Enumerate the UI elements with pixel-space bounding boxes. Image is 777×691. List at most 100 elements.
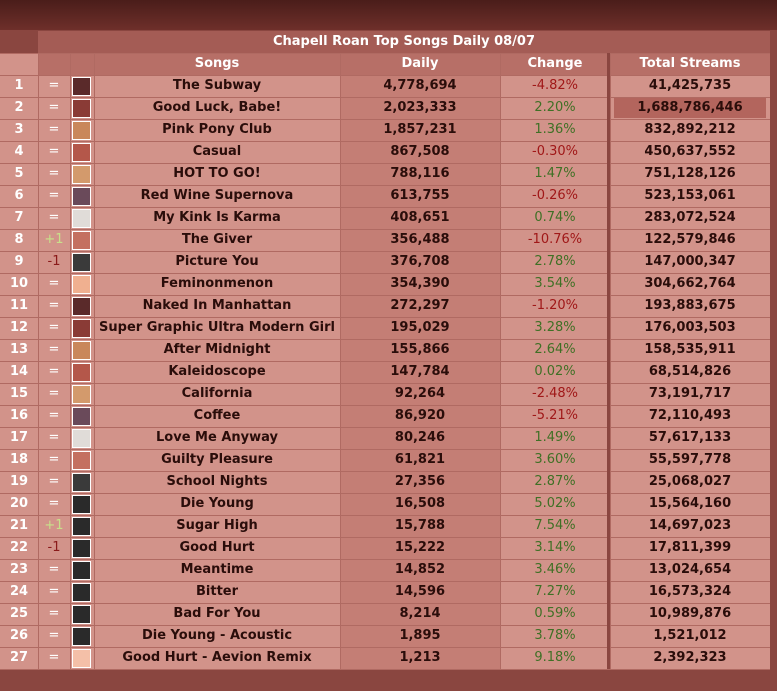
- rank-change: =: [48, 342, 60, 357]
- daily-change: -2.48%: [532, 386, 578, 401]
- album-thumb: [72, 231, 91, 250]
- daily-change: 3.28%: [534, 320, 576, 335]
- song-name: Picture You: [175, 254, 259, 269]
- rank-change: =: [48, 188, 60, 203]
- row-line: [0, 207, 770, 208]
- row-highlight: [614, 98, 766, 118]
- album-thumb: [72, 143, 91, 162]
- album-thumb: [72, 583, 91, 602]
- rank-change: =: [48, 276, 60, 291]
- daily-streams: 61,821: [394, 452, 446, 467]
- album-thumb: [72, 605, 91, 624]
- col-divider: [607, 53, 610, 669]
- daily-change: 2.20%: [534, 100, 576, 115]
- total-streams: 1,521,012: [653, 628, 727, 643]
- song-name: Die Young - Acoustic: [141, 628, 293, 643]
- table-title: Chapell Roan Top Songs Daily 08/07: [272, 34, 536, 49]
- total-streams: 25,068,027: [648, 474, 732, 489]
- title-bar: [38, 31, 770, 53]
- col-line: [500, 53, 501, 669]
- daily-change: 3.60%: [534, 452, 576, 467]
- daily-streams: 1,895: [399, 628, 441, 643]
- rank-change: =: [48, 78, 60, 93]
- song-name: Naked In Manhattan: [142, 298, 292, 313]
- song-name: The Subway: [172, 78, 262, 93]
- daily-streams: 1,213: [399, 650, 441, 665]
- song-name: Coffee: [193, 408, 241, 423]
- song-name: Love Me Anyway: [156, 430, 278, 445]
- rank: 1: [14, 78, 24, 93]
- header-row: [38, 53, 770, 75]
- song-name: Super Graphic Ultra Modern Girl: [99, 320, 335, 335]
- album-thumb: [72, 627, 91, 646]
- daily-change: -4.82%: [532, 78, 578, 93]
- rank: 6: [14, 188, 24, 203]
- rank: 24: [9, 584, 29, 599]
- row-line: [0, 493, 770, 494]
- total-streams: 122,579,846: [644, 232, 736, 247]
- row-line: [0, 625, 770, 626]
- daily-streams: 86,920: [394, 408, 446, 423]
- daily-streams: 613,755: [390, 188, 450, 203]
- daily-change: 9.18%: [534, 650, 576, 665]
- album-thumb: [72, 209, 91, 228]
- row-line: [0, 559, 770, 560]
- rank-change: =: [48, 628, 60, 643]
- rank-change: =: [48, 650, 60, 665]
- daily-streams: 195,029: [390, 320, 450, 335]
- album-thumb: [72, 341, 91, 360]
- song-name: Meantime: [180, 562, 254, 577]
- rank: 2: [14, 100, 24, 115]
- rank: 16: [9, 408, 29, 423]
- rank: 20: [9, 496, 29, 511]
- column-header: Songs: [194, 56, 240, 71]
- daily-change: -0.30%: [532, 144, 578, 159]
- rank: 3: [14, 122, 24, 137]
- song-name: HOT TO GO!: [173, 166, 261, 181]
- rank-change: =: [48, 298, 60, 313]
- total-streams: 2,392,323: [653, 650, 727, 665]
- album-thumb: [72, 495, 91, 514]
- album-thumb: [72, 165, 91, 184]
- song-name: School Nights: [166, 474, 268, 489]
- col-line: [70, 53, 71, 669]
- album-thumb: [72, 253, 91, 272]
- daily-streams: 8,214: [399, 606, 441, 621]
- rank-change: +1: [44, 232, 64, 247]
- daily-streams: 27,356: [394, 474, 446, 489]
- row-line: [0, 669, 770, 670]
- rank-change: =: [48, 606, 60, 621]
- rank-change: =: [48, 584, 60, 599]
- song-name: Kaleidoscope: [168, 364, 266, 379]
- song-name: Bad For You: [173, 606, 261, 621]
- song-name: My Kink Is Karma: [153, 210, 281, 225]
- rank: 4: [14, 144, 24, 159]
- rank-change: =: [48, 408, 60, 423]
- rank: 13: [9, 342, 29, 357]
- rank: 14: [9, 364, 29, 379]
- daily-streams: 14,852: [394, 562, 446, 577]
- album-thumb: [72, 429, 91, 448]
- daily-streams: 15,222: [394, 540, 446, 555]
- column-header: Total Streams: [639, 56, 741, 71]
- album-thumb: [72, 275, 91, 294]
- daily-streams: 15,788: [394, 518, 446, 533]
- album-thumb: [72, 561, 91, 580]
- row-line: [0, 185, 770, 186]
- rank-change: =: [48, 364, 60, 379]
- row-line: [0, 339, 770, 340]
- row-line: [0, 75, 770, 76]
- album-thumb: [72, 407, 91, 426]
- daily-streams: 14,596: [394, 584, 446, 599]
- total-streams: 73,191,717: [648, 386, 732, 401]
- row-line: [0, 405, 770, 406]
- song-name: The Giver: [181, 232, 253, 247]
- album-thumb: [72, 385, 91, 404]
- rank: 23: [9, 562, 29, 577]
- total-streams: 15,564,160: [648, 496, 732, 511]
- rank: 7: [14, 210, 24, 225]
- song-name: Good Hurt: [179, 540, 255, 555]
- album-thumb: [72, 187, 91, 206]
- song-name: Sugar High: [176, 518, 258, 533]
- row-line: [0, 295, 770, 296]
